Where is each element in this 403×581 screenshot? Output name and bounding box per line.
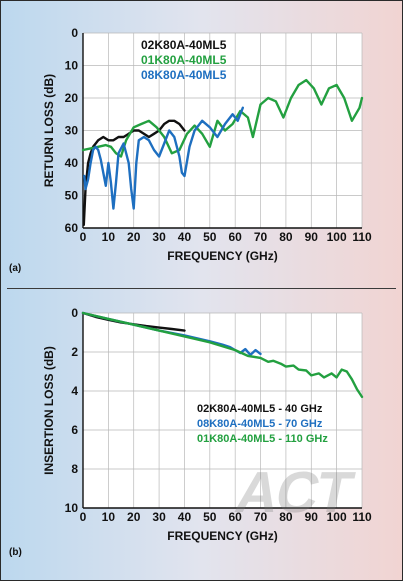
legend-entry-0-1: 01K80A-40ML5 [141, 53, 227, 67]
x-tick-label-1-10: 100 [327, 510, 347, 524]
x-tick-label-1-11: 110 [352, 510, 372, 524]
x-tick-label-1-0: 0 [80, 510, 87, 524]
x-tick-label-1-5: 50 [203, 510, 217, 524]
y-tick-label-1-4: 8 [71, 462, 78, 476]
y-tick-label-0-1: 10 [65, 59, 79, 73]
series-line-1-2 [81, 311, 364, 399]
x-tick-label-1-8: 80 [279, 510, 293, 524]
x-tick-label-0-3: 30 [152, 230, 166, 244]
x-tick-label-1-4: 40 [178, 510, 192, 524]
act-logo: ACT [230, 460, 358, 525]
x-tick-label-0-2: 20 [127, 230, 141, 244]
x-tick-label-1-6: 60 [229, 510, 243, 524]
x-tick-label-0-8: 80 [279, 230, 293, 244]
x-tick-label-1-1: 10 [102, 510, 116, 524]
panel-divider [7, 288, 396, 289]
x-tick-label-0-0: 0 [80, 230, 87, 244]
y-tick-label-0-4: 40 [65, 156, 79, 170]
x-tick-label-0-10: 100 [327, 230, 347, 244]
y-tick-label-1-2: 4 [71, 384, 78, 398]
y-tick-label-1-3: 6 [71, 423, 78, 437]
x-axis-label-0: FREQUENCY (GHz) [167, 249, 277, 263]
series-line-0-2 [83, 106, 245, 210]
x-tick-label-1-9: 90 [305, 510, 319, 524]
x-tick-label-0-5: 50 [203, 230, 217, 244]
x-tick-label-0-11: 110 [352, 230, 372, 244]
legend-entry-1-1: 08K80A-40ML5 - 70 GHz [197, 418, 323, 430]
x-tick-label-1-3: 30 [152, 510, 166, 524]
x-tick-label-0-6: 60 [229, 230, 243, 244]
x-tick-label-0-7: 70 [254, 230, 268, 244]
x-tick-label-1-2: 20 [127, 510, 141, 524]
y-tick-label-1-5: 10 [65, 501, 79, 515]
x-tick-label-0-4: 40 [178, 230, 192, 244]
panel-label-a: (a) [9, 263, 22, 274]
panel-label-b: (b) [9, 547, 22, 558]
y-tick-label-0-5: 50 [65, 189, 79, 203]
y-axis-label-0: RETURN LOSS (dB) [42, 74, 56, 187]
x-tick-label-0-9: 90 [305, 230, 319, 244]
y-tick-label-0-3: 30 [65, 124, 79, 138]
legend-entry-0-0: 02K80A-40ML5 [141, 38, 227, 52]
y-tick-label-0-6: 60 [65, 221, 79, 235]
legend-entry-1-2: 01K80A-40ML5 - 110 GHz [197, 433, 328, 445]
y-tick-label-0-2: 20 [65, 91, 79, 105]
series-line-0-1 [81, 78, 364, 158]
x-tick-label-1-7: 70 [254, 510, 268, 524]
x-axis-label-1: FREQUENCY (GHz) [167, 529, 277, 543]
x-tick-label-0-1: 10 [102, 230, 116, 244]
legend-entry-0-2: 08K80A-40ML5 [141, 68, 227, 82]
y-tick-label-1-0: 0 [71, 306, 78, 320]
legend-entry-1-0: 02K80A-40ML5 - 40 GHz [197, 403, 323, 415]
y-axis-label-1: INSERTION LOSS (dB) [42, 346, 56, 475]
y-tick-label-1-1: 2 [71, 345, 78, 359]
y-tick-label-0-0: 0 [71, 26, 78, 40]
